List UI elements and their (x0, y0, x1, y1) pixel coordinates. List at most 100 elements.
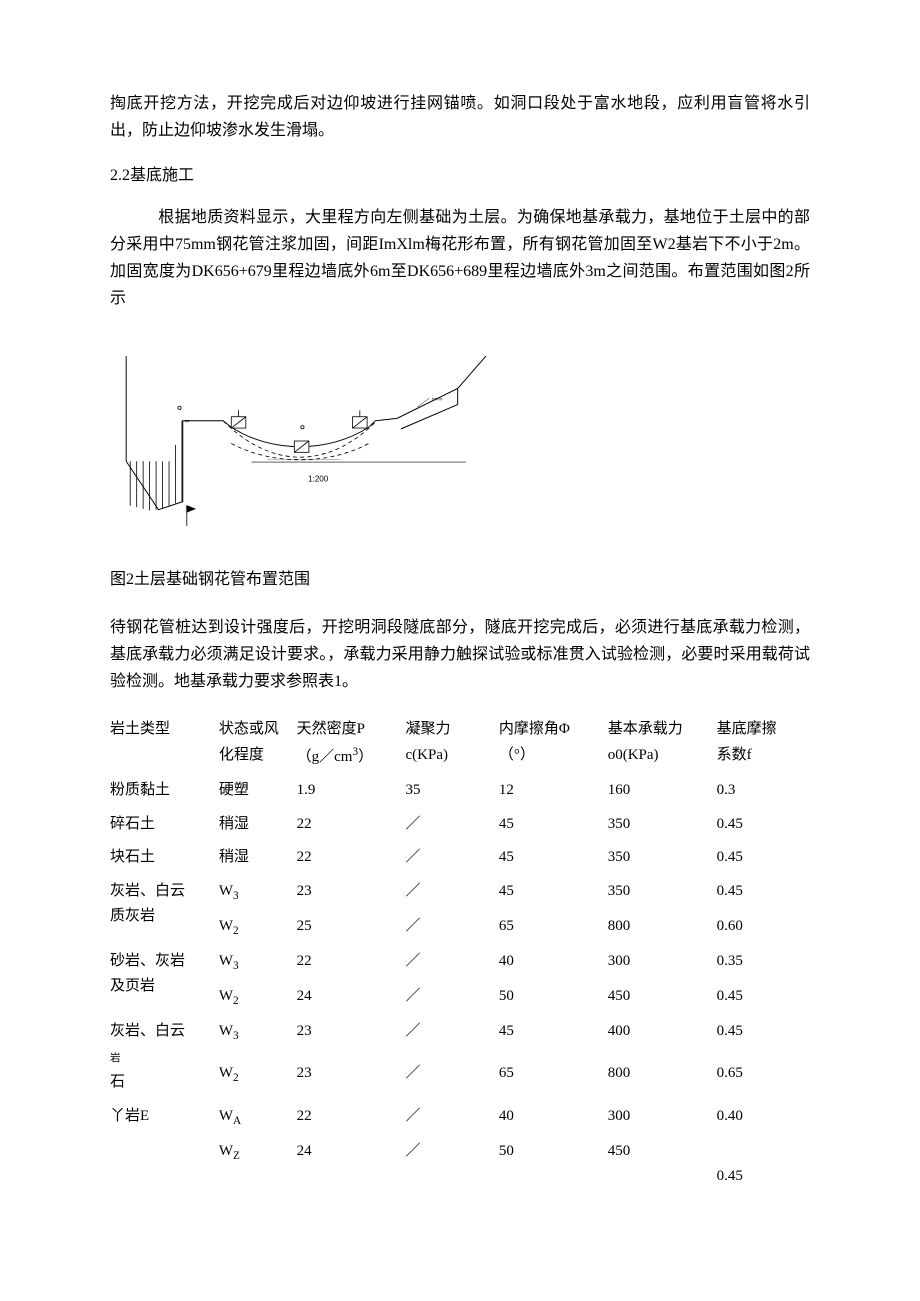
para-excavation-text: 掏底开挖方法，开挖完成后对边仰坡进行挂网锚喷。如洞口段处于富水地段，应利用盲管将… (110, 95, 810, 139)
table-cell: 300 (608, 945, 717, 980)
th-bearing-l2: o0(KPa) (608, 747, 659, 763)
th-fcoef-l1: 基底摩擦 (717, 721, 777, 737)
table-cell: 稍湿 (219, 808, 297, 842)
table-cell: ／ (406, 945, 499, 980)
table-cell: W3 (219, 875, 297, 910)
table-cell: 22 (297, 945, 406, 980)
table-cell: 160 (608, 774, 717, 808)
table-cell: 0.45 (717, 980, 810, 1015)
table-cell: W2 (219, 1057, 297, 1099)
table-cell: 0.40 (717, 1100, 810, 1135)
table-cell: 0.45 (717, 841, 810, 875)
table-cell: 碎石土 (110, 808, 219, 842)
th-density: 天然密度P （g／cm3） (297, 713, 406, 774)
th-state: 状态或风化程度 (219, 713, 297, 774)
th-density-tail: ） (358, 749, 373, 765)
table-cell: WZ (219, 1135, 297, 1194)
table-cell: 砂岩、灰岩及页岩 (110, 945, 219, 1015)
table-cell: ／ (406, 1015, 499, 1057)
table-cell: 0.35 (717, 945, 810, 980)
table-cell: W2 (219, 980, 297, 1015)
table-header-row: 岩土类型 状态或风化程度 天然密度P （g／cm3） 凝聚力 c(KPa) 内摩… (110, 713, 810, 774)
figure-2-caption: 图2土层基础钢花管布置范围 (110, 566, 810, 593)
th-fcoef-l2: 系数f (717, 747, 752, 763)
svg-text:1:200: 1:200 (308, 475, 329, 484)
table-cell: ／ (406, 1100, 499, 1135)
table-cell: 65 (499, 910, 608, 945)
table-cell: 800 (608, 910, 717, 945)
svg-text:———————————————: ——————————————— (267, 458, 341, 463)
para-testing-text: 待钢花管桩达到设计强度后，开挖明洞段隧底部分，隧底开挖完成后，必须进行基底承载力… (110, 619, 810, 690)
para-testing: 待钢花管桩达到设计强度后，开挖明洞段隧底部分，隧底开挖完成后，必须进行基底承载力… (110, 614, 810, 696)
table-cell: 40 (499, 1100, 608, 1135)
table-cell: 800 (608, 1057, 717, 1099)
table-cell: 1.9 (297, 774, 406, 808)
table-cell: 45 (499, 875, 608, 910)
heading-2-2: 2.2基底施工 (110, 162, 810, 189)
table-cell: ／ (406, 980, 499, 1015)
table-cell: 350 (608, 875, 717, 910)
th-friction-l2: （°） (499, 747, 535, 763)
table-cell: ／ (406, 875, 499, 910)
table-cell: 灰岩、白云质灰岩 (110, 875, 219, 945)
table-cell: 24 (297, 980, 406, 1015)
th-fcoef: 基底摩擦 系数f (717, 713, 810, 774)
table-cell: 65 (499, 1057, 608, 1099)
bearing-table: 岩土类型 状态或风化程度 天然密度P （g／cm3） 凝聚力 c(KPa) 内摩… (110, 713, 810, 1194)
table-cell: 硬塑 (219, 774, 297, 808)
table-cell: 45 (499, 841, 608, 875)
th-state-text: 状态或风化程度 (219, 721, 279, 763)
table-cell: 23 (297, 875, 406, 910)
table-cell: 350 (608, 841, 717, 875)
table-cell: 块石土 (110, 841, 219, 875)
table-cell: 0.45 (717, 1015, 810, 1057)
table-row: 粉质黏土硬塑1.935121600.3 (110, 774, 810, 808)
th-type-text: 岩土类型 (110, 721, 170, 737)
table-cell: 50 (499, 1135, 608, 1194)
table-cell: 50 (499, 980, 608, 1015)
table-row: 砂岩、灰岩及页岩W322／403000.35 (110, 945, 810, 980)
table-cell: 23 (297, 1015, 406, 1057)
table-cell: 24 (297, 1135, 406, 1194)
table-cell: 450 (608, 1135, 717, 1194)
table-row: 灰岩、白云质灰岩W323／453500.45 (110, 875, 810, 910)
th-cohesion-l2: c(KPa) (406, 747, 448, 763)
table-cell: 22 (297, 841, 406, 875)
table-cell: W3 (219, 945, 297, 980)
table-cell: ／ (406, 910, 499, 945)
th-cohesion: 凝聚力 c(KPa) (406, 713, 499, 774)
th-friction-l1: 内摩擦角Φ (499, 721, 570, 737)
table-cell: 450 (608, 980, 717, 1015)
table-cell: 40 (499, 945, 608, 980)
table-cell: 300 (608, 1100, 717, 1135)
table-cell: 0.45 (717, 875, 810, 910)
table-cell: ／ (406, 1135, 499, 1194)
th-bearing-l1: 基本承载力 (608, 721, 683, 737)
th-friction: 内摩擦角Φ （°） (499, 713, 608, 774)
figure-2: ———————————————1:200▭▭▭ (110, 336, 810, 546)
table-cell: 0.60 (717, 910, 810, 945)
heading-2-2-text: 2.2基底施工 (110, 167, 194, 184)
table-cell: 0.45 (717, 808, 810, 842)
table-cell: 灰岩、白云岩石 (110, 1015, 219, 1100)
figure-2-svg: ———————————————1:200▭▭▭ (110, 336, 490, 546)
table-cell: 45 (499, 808, 608, 842)
table-row: 丫岩EWA22／403000.40 (110, 1100, 810, 1135)
svg-text:▭▭: ▭▭ (432, 397, 443, 403)
table-cell: 0.3 (717, 774, 810, 808)
table-cell: ／ (406, 808, 499, 842)
para-excavation: 掏底开挖方法，开挖完成后对边仰坡进行挂网锚喷。如洞口段处于富水地段，应利用盲管将… (110, 90, 810, 144)
table-cell: 稍湿 (219, 841, 297, 875)
table-row: 灰岩、白云岩石W323／454000.45 (110, 1015, 810, 1057)
table-cell: 45 (499, 1015, 608, 1057)
para-foundation: 根据地质资料显示，大里程方向左侧基础为土层。为确保地基承载力，基地位于土层中的部… (110, 204, 810, 313)
table-cell: ／ (406, 1057, 499, 1099)
para-foundation-text: 根据地质资料显示，大里程方向左侧基础为土层。为确保地基承载力，基地位于土层中的部… (110, 209, 810, 308)
th-density-l1: 天然密度P (297, 721, 365, 737)
table-cell: W2 (219, 910, 297, 945)
table-cell: 35 (406, 774, 499, 808)
th-density-l2: （g／cm (297, 749, 353, 765)
th-cohesion-l1: 凝聚力 (406, 721, 451, 737)
table-cell: 350 (608, 808, 717, 842)
th-type: 岩土类型 (110, 713, 219, 774)
